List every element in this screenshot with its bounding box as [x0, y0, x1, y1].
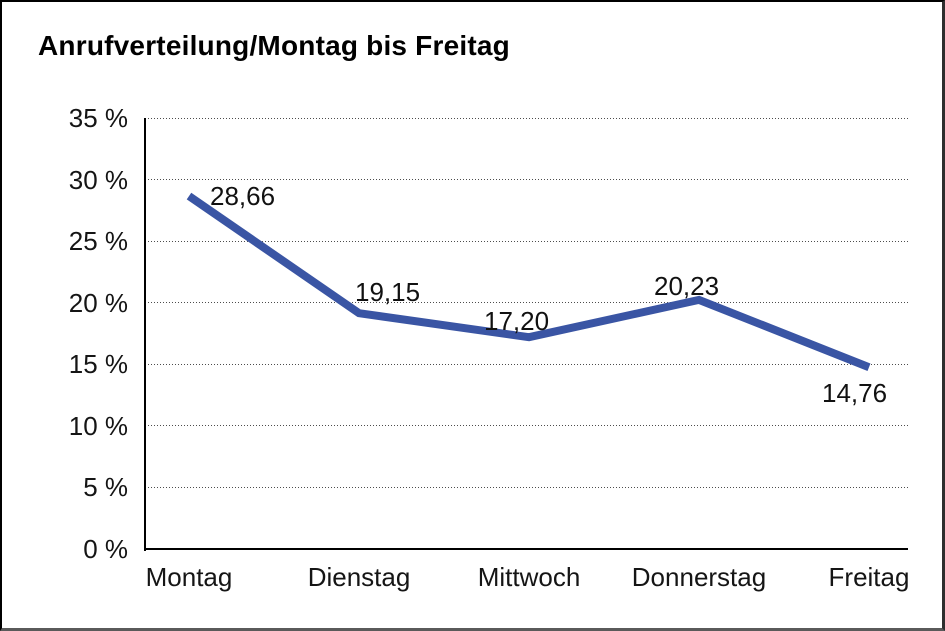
y-axis-tick-label: 30 % [68, 164, 128, 195]
y-gridline [145, 425, 909, 427]
y-axis-tick-label: 15 % [68, 349, 128, 380]
y-axis-tick-label: 0 % [83, 534, 128, 564]
chart-title: Anrufverteilung/Montag bis Freitag [38, 30, 510, 61]
x-axis-category-label: Montag [145, 562, 233, 592]
data-point-label: 20,23 [654, 270, 720, 301]
x-axis-category-label: Dienstag [307, 562, 411, 592]
x-axis-line [144, 548, 908, 550]
y-gridline [145, 486, 909, 488]
y-axis-tick-label: 20 % [68, 287, 128, 318]
y-gridline [145, 179, 909, 181]
series-polyline [186, 192, 871, 371]
y-axis-tick-label: 25 % [68, 226, 128, 257]
y-gridline [145, 302, 909, 304]
x-axis-category-label: Donnerstag [631, 562, 767, 592]
y-axis-line [144, 118, 146, 551]
data-point-label: 17,20 [484, 306, 550, 337]
data-point-label: 19,15 [355, 277, 421, 308]
y-axis-tick-label: 35 % [68, 103, 128, 133]
y-gridline [145, 363, 909, 365]
x-axis-category-label: Mittwoch [477, 562, 581, 592]
data-point-label: 14,76 [822, 378, 888, 409]
y-axis-tick-label: 5 % [83, 472, 128, 503]
y-axis-tick-label: 10 % [68, 410, 128, 441]
x-axis-category-label: Freitag [828, 562, 910, 592]
y-gridline [145, 117, 909, 119]
y-gridline [145, 240, 909, 242]
data-point-label: 28,66 [210, 181, 276, 212]
